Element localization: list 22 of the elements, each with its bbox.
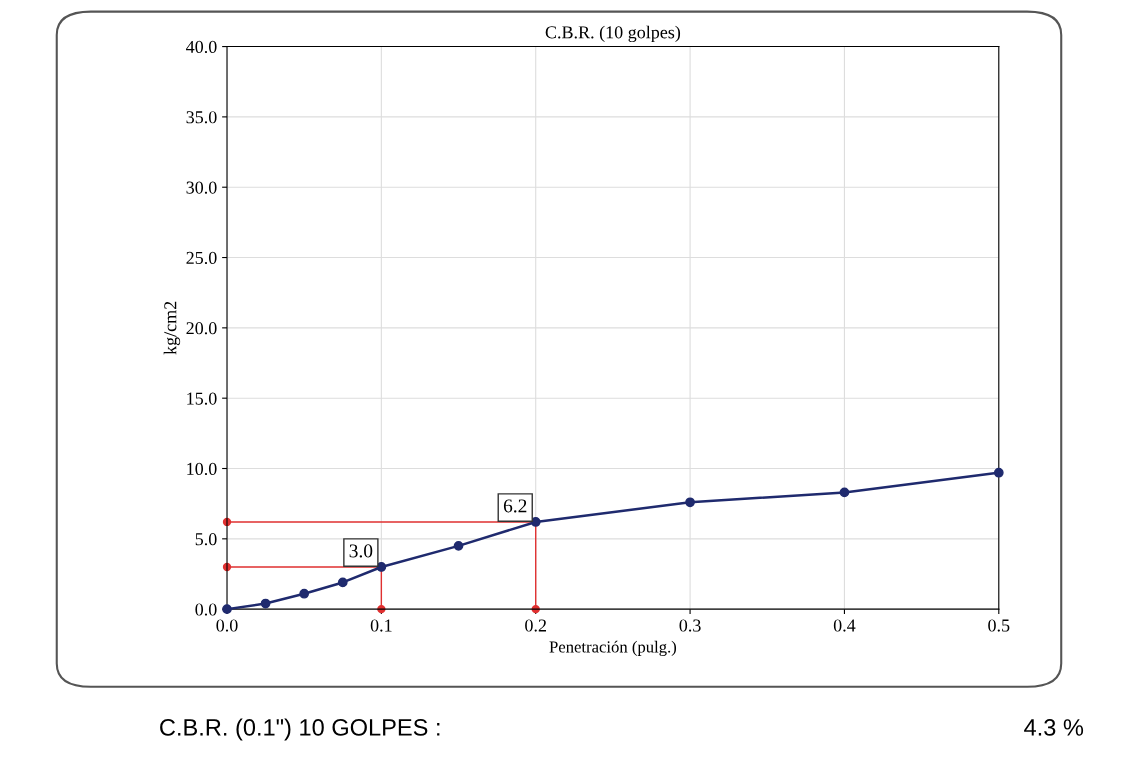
x-tick-label: 0.4 bbox=[833, 619, 856, 632]
text: 4.3 % bbox=[1024, 719, 1084, 736]
y-tick-label: 0.0 bbox=[195, 603, 217, 616]
x-tick-label: 0.2 bbox=[525, 619, 547, 632]
y-tick-label: 40.0 bbox=[186, 40, 217, 54]
y-tick-label: 5.0 bbox=[195, 533, 217, 546]
y-tick-label: 35.0 bbox=[186, 111, 217, 124]
annotation: 3.0 bbox=[349, 544, 373, 558]
x-tick-label: 0.3 bbox=[679, 619, 701, 632]
y-tick-label: 30.0 bbox=[186, 181, 217, 194]
x-axis-title: Penetración (pulg.) bbox=[549, 640, 677, 656]
y-tick-label: 25.0 bbox=[186, 251, 217, 265]
y-tick-label: 10.0 bbox=[187, 462, 217, 476]
x-tick-label: 0.0 bbox=[216, 619, 238, 632]
y-tick-label: 15.0 bbox=[187, 392, 217, 405]
x-tick-label: 0.1 bbox=[370, 619, 392, 632]
chart-title: C.B.R. (10 golpes) bbox=[545, 25, 681, 43]
x-tick-label: 0.5 bbox=[988, 619, 1010, 632]
text: C.B.R. (0.1") 10 GOLPES : bbox=[160, 718, 440, 741]
y-tick-label: 20.0 bbox=[186, 322, 217, 335]
y-axis-title: kg/cm2 bbox=[163, 301, 181, 355]
annotation: 6.2 bbox=[503, 499, 527, 513]
